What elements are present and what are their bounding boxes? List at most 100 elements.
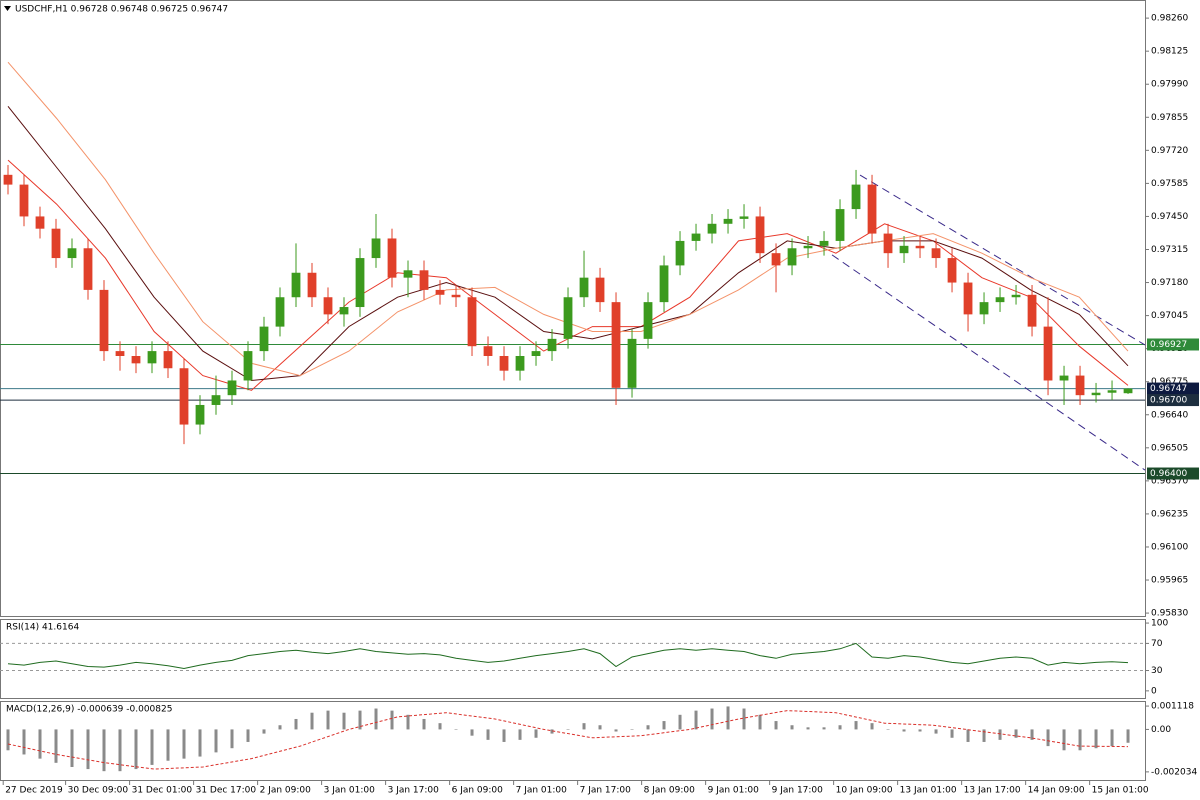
macd-bar xyxy=(1110,729,1114,747)
y-tick-label: 30 xyxy=(1151,666,1163,676)
channel-line xyxy=(831,254,1146,471)
candle-body xyxy=(403,270,413,278)
candle-body xyxy=(115,351,125,356)
x-tick-label: 27 Dec 2019 xyxy=(5,786,63,796)
candle-body xyxy=(451,294,461,298)
macd-bar xyxy=(598,725,602,730)
x-tick-label: 7 Jan 17:00 xyxy=(580,786,632,796)
candle-body xyxy=(643,302,653,339)
x-tick-label: 2 Jan 09:00 xyxy=(260,786,312,796)
candle-body xyxy=(1043,326,1053,381)
candle-body xyxy=(579,277,589,298)
macd-bar xyxy=(374,708,378,730)
candle-body xyxy=(899,245,909,254)
candle-body xyxy=(563,297,573,339)
y-tick-label: 100 xyxy=(1151,619,1168,629)
candle-body xyxy=(339,307,349,315)
macd-bar xyxy=(358,710,362,730)
macd-bar xyxy=(566,729,570,730)
x-tick-label: 8 Jan 09:00 xyxy=(644,786,696,796)
y-tick-label: 0.96640 xyxy=(1151,410,1188,420)
macd-bar xyxy=(454,729,458,730)
macd-bar xyxy=(902,729,906,732)
candle-body xyxy=(371,238,381,259)
candle-body xyxy=(419,270,429,290)
macd-bar xyxy=(742,708,746,730)
level-label-box xyxy=(1147,394,1199,407)
macd-bar xyxy=(534,729,538,738)
macd-bar xyxy=(38,729,42,759)
level-label: 0.96747 xyxy=(1150,384,1187,394)
macd-bar xyxy=(710,708,714,730)
candle-body xyxy=(499,355,509,371)
macd-bar xyxy=(438,723,442,730)
candle-body xyxy=(835,209,845,241)
candle-body xyxy=(675,240,685,266)
candle-body xyxy=(1027,294,1037,327)
candle-body xyxy=(51,228,61,259)
y-tick-label: 0.96505 xyxy=(1151,443,1188,453)
macd-bar xyxy=(406,714,410,730)
y-tick-label: 0.96235 xyxy=(1151,509,1188,519)
macd-bar xyxy=(918,729,922,732)
macd-bar xyxy=(230,729,234,749)
x-tick-label: 13 Jan 17:00 xyxy=(964,786,1021,796)
x-tick-label: 15 Jan 01:00 xyxy=(1092,786,1149,796)
macd-bar xyxy=(1126,729,1130,743)
rsi-panel xyxy=(0,619,1146,699)
macd-bar xyxy=(1094,729,1098,749)
candle-body xyxy=(227,380,237,396)
x-tick-label: 9 Jan 17:00 xyxy=(772,786,824,796)
candle-body xyxy=(995,297,1005,303)
macd-bar xyxy=(662,721,666,730)
candle-body xyxy=(195,404,205,425)
candle-body xyxy=(1123,388,1133,394)
macd-header: MACD(12,26,9) -0.000639 -0.000825 xyxy=(6,705,172,715)
level-label-box xyxy=(1147,338,1199,351)
x-tick-label: 3 Jan 01:00 xyxy=(324,786,376,796)
y-tick-label: 70 xyxy=(1151,639,1163,649)
y-tick-label: 0.98260 xyxy=(1151,14,1188,24)
level-label-box xyxy=(1147,382,1199,395)
y-tick-label: 0.98125 xyxy=(1151,47,1188,57)
candle-body xyxy=(627,338,637,388)
candle-body xyxy=(867,184,877,234)
y-tick-label: 0.97450 xyxy=(1151,212,1188,222)
macd-bar xyxy=(774,721,778,730)
y-tick-label: 0 xyxy=(1151,686,1157,696)
rsi-header: RSI(14) 41.6164 xyxy=(6,623,79,633)
macd-bar xyxy=(134,729,138,770)
macd-bar xyxy=(518,729,522,740)
candle-body xyxy=(387,238,397,278)
x-tick-label: 31 Dec 01:00 xyxy=(132,786,193,796)
macd-bar xyxy=(758,714,762,730)
candle-body xyxy=(691,233,701,241)
menu-triangle[interactable] xyxy=(4,6,11,11)
macd-bar xyxy=(550,729,554,734)
candle-body xyxy=(739,216,749,219)
y-tick-label: 0.97315 xyxy=(1151,245,1188,255)
candle-body xyxy=(531,351,541,356)
macd-bar xyxy=(790,725,794,730)
candle-body xyxy=(883,233,893,254)
macd-bar xyxy=(1014,729,1018,738)
candle-body xyxy=(19,184,29,217)
macd-bar xyxy=(182,729,186,759)
macd-bar xyxy=(806,727,810,730)
y-tick-label: 0.96100 xyxy=(1151,542,1188,552)
y-tick-label: 0.97855 xyxy=(1151,113,1188,123)
x-tick-label: 31 Dec 17:00 xyxy=(196,786,257,796)
macd-bar xyxy=(502,729,506,742)
macd-bar xyxy=(1062,729,1066,751)
macd-bar xyxy=(278,725,282,730)
candle-body xyxy=(483,346,493,356)
macd-bar xyxy=(838,725,842,730)
macd-bar xyxy=(614,729,618,732)
candle-body xyxy=(435,289,445,295)
macd-bar xyxy=(422,718,426,730)
candle-body xyxy=(147,351,157,364)
candle-body xyxy=(179,368,189,425)
candle-body xyxy=(547,338,557,352)
